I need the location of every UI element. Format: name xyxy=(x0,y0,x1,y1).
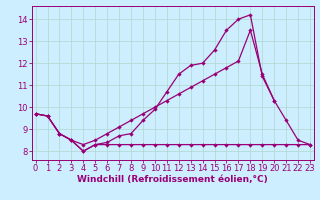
X-axis label: Windchill (Refroidissement éolien,°C): Windchill (Refroidissement éolien,°C) xyxy=(77,175,268,184)
